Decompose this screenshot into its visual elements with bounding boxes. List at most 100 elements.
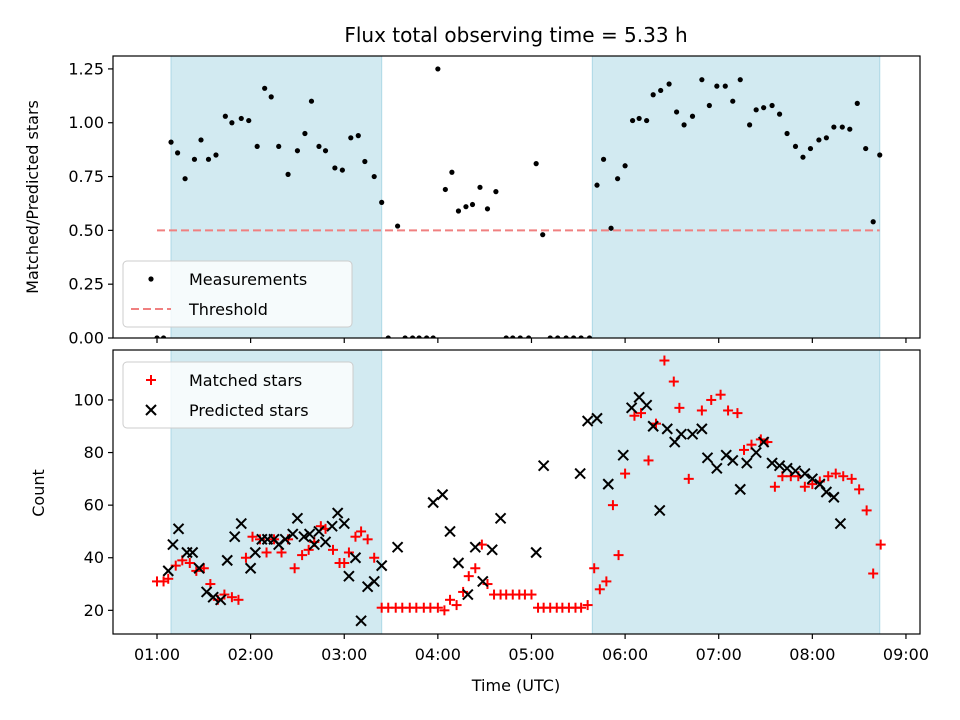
data-point [730,98,736,104]
data-point [613,550,624,561]
data-point [537,459,550,472]
bottom-legend-label: Predicted stars [189,401,309,420]
data-point [214,594,227,606]
data-point [686,428,699,440]
data-point [362,534,373,545]
top-legend-label: Threshold [188,300,268,319]
data-point [338,517,350,530]
data-point [750,446,762,459]
data-point [486,544,498,556]
data-point [854,100,860,106]
data-point [289,563,300,574]
x-tick-label: 09:00 [883,645,929,664]
data-point [240,552,251,563]
data-point [191,156,198,162]
top-y-tick-label: 0.50 [68,221,104,240]
data-point [235,517,247,530]
data-point [834,517,847,530]
data-point [424,335,430,338]
data-point [594,182,600,188]
data-point [689,113,696,119]
top-axes-frame [112,55,921,339]
data-point [297,550,308,561]
data-point [432,602,443,613]
data-point [863,145,869,152]
bottom-plot-area [152,355,886,627]
data-point [571,335,577,338]
data-point [591,412,603,425]
data-point [276,143,282,150]
data-point [563,335,569,338]
data-point [436,488,449,501]
data-point [620,468,631,479]
data-point [643,455,654,466]
data-point [469,541,482,553]
data-point [547,335,553,338]
data-point [463,571,474,582]
data-point [371,173,377,180]
data-point [820,486,833,498]
matched-stars-series [152,355,886,616]
data-point [331,507,344,519]
data-point [636,115,642,122]
data-point [674,402,685,413]
top-legend-box [122,260,353,328]
bottom-y-axis-label: Count [29,469,48,517]
data-point [303,528,316,540]
x-tick-label: 05:00 [508,645,554,664]
data-point [469,201,476,208]
data-point [470,563,481,574]
data-point [182,176,188,182]
data-point [830,468,841,479]
data-point [581,415,594,427]
data-point [279,533,291,546]
data-point [254,143,260,150]
data-point [555,335,561,338]
predicted-stars-series [162,391,847,627]
top-y-tick-label: 0.75 [68,167,104,186]
data-point [362,158,368,165]
data-point [734,483,746,496]
data-point [839,124,845,130]
data-point [517,335,523,338]
bottom-legend-label: Matched stars [189,371,302,390]
data-point [582,600,593,611]
data-point [207,591,219,603]
x-tick-label: 03:00 [321,645,367,664]
data-point [766,457,778,469]
bottom-y-tick-label: 100 [73,390,104,409]
data-point [640,399,653,411]
data-point [379,199,385,205]
data-point [350,531,361,542]
data-point [629,117,636,124]
data-point [601,576,612,587]
data-point [298,530,310,543]
data-point [452,557,465,569]
data-point [493,189,499,195]
data-point [355,615,367,627]
data-point [530,546,542,559]
data-point [322,148,329,154]
data-point [285,171,291,177]
data-point [451,600,462,611]
bottom-y-tick-label: 80 [84,443,104,462]
data-point [228,530,241,543]
data-point [435,66,441,72]
data-point [303,544,314,555]
data-point [332,165,338,171]
data-point [308,538,320,551]
top-legend-marker [148,276,154,282]
x-tick-label: 01:00 [134,645,180,664]
data-point [244,562,257,574]
data-point [416,335,422,338]
data-point [792,143,799,150]
data-point [249,546,262,559]
data-point [261,547,272,558]
data-point [222,113,228,119]
data-point [328,544,339,555]
data-point [636,408,647,419]
data-point [233,594,244,605]
data-point [226,592,237,603]
data-point [349,552,362,564]
bottom-legend: Matched stars Predicted stars [122,361,354,429]
